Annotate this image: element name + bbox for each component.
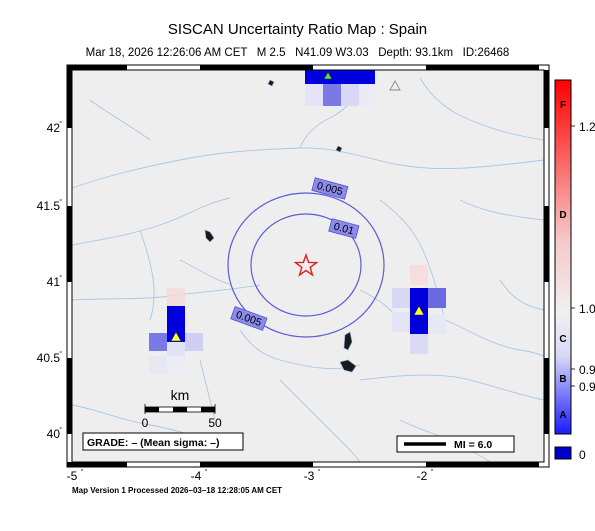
svg-text:A: A — [559, 410, 566, 421]
svg-text:°: ° — [59, 426, 62, 434]
grade-box: GRADE: – (Mean sigma: –) — [82, 432, 244, 451]
svg-text:MI = 6.0: MI = 6.0 — [454, 439, 492, 451]
lat-label: 42 — [47, 121, 61, 135]
uncertainty-contours — [227, 192, 385, 338]
colorbar-grades: F D C B A — [559, 100, 566, 421]
scale-bar: km 0 50 — [142, 387, 222, 430]
lon-label: -4 — [191, 469, 202, 483]
svg-text:°: ° — [81, 468, 84, 476]
longitude-labels: -5 -4 -3 -2 ° ° ° ° — [67, 468, 434, 483]
svg-text:0: 0 — [142, 416, 149, 430]
station-cluster-north — [305, 70, 375, 106]
lon-label: -5 — [67, 469, 78, 483]
lon-label: -2 — [417, 469, 428, 483]
lon-label: -3 — [304, 469, 315, 483]
svg-text:1.2: 1.2 — [579, 120, 595, 134]
lat-label: 41 — [47, 275, 61, 289]
svg-text:°: ° — [59, 350, 62, 358]
lat-label: 40 — [47, 427, 61, 441]
event-date: Mar 18, 2026 12:26:06 AM CET — [85, 47, 248, 59]
station-triangle-inactive[interactable] — [389, 80, 401, 91]
event-location: N41.09 W3.03 — [295, 47, 369, 59]
colorbar: F D C B A 1.2 1.0 0.9 0.9 0 — [554, 79, 595, 462]
station-triangle-north[interactable] — [323, 71, 333, 80]
station-triangle-west[interactable] — [170, 331, 182, 342]
svg-text:0.9: 0.9 — [579, 380, 595, 394]
svg-text:0: 0 — [579, 448, 586, 462]
colorbar-values: 1.2 1.0 0.9 0.9 0 — [579, 120, 595, 462]
svg-text:km: km — [171, 387, 190, 403]
latitude-labels: 42 41.5 41 40.5 40 ° ° ° ° ° — [37, 120, 63, 441]
event-info-line: Mar 18, 2026 12:26:06 AM CET M 2.5 N41.0… — [0, 47, 595, 59]
svg-text:°: ° — [205, 468, 208, 476]
svg-text:°: ° — [59, 274, 62, 282]
svg-text:1.0: 1.0 — [579, 302, 595, 316]
mi-box: MI = 6.0 — [396, 435, 515, 453]
svg-text:°: ° — [59, 120, 62, 128]
contour-label-inner: 0.01 — [328, 218, 360, 239]
svg-text:0.9: 0.9 — [579, 363, 595, 377]
station-triangle-east[interactable] — [413, 305, 425, 316]
svg-text:B: B — [559, 374, 566, 385]
svg-text:0.01: 0.01 — [332, 221, 355, 238]
svg-text:GRADE: – (Mean sigma: –): GRADE: – (Mean sigma: –) — [87, 437, 219, 449]
lat-label: 40.5 — [37, 351, 61, 365]
svg-text:°: ° — [59, 198, 62, 206]
svg-text:50: 50 — [208, 416, 222, 430]
svg-text:C: C — [559, 334, 566, 345]
event-magnitude: M 2.5 — [256, 47, 286, 59]
epicenter-star-icon[interactable] — [293, 252, 319, 277]
svg-text:°: ° — [318, 468, 321, 476]
svg-text:°: ° — [431, 468, 434, 476]
map-title: SISCAN Uncertainty Ratio Map : Spain — [167, 21, 428, 38]
processing-footer: Map Version 1 Processed 2026–03–18 12:28… — [72, 486, 283, 495]
map-frame — [66, 64, 550, 468]
event-id: ID:26468 — [462, 47, 510, 59]
map-area[interactable] — [72, 70, 544, 462]
colorbar-min-box — [554, 446, 572, 460]
lat-label: 41.5 — [37, 199, 61, 213]
svg-text:D: D — [559, 210, 566, 221]
event-depth: Depth: 93.1km — [378, 47, 454, 59]
svg-text:F: F — [560, 100, 566, 111]
lakes-layer — [204, 79, 357, 373]
